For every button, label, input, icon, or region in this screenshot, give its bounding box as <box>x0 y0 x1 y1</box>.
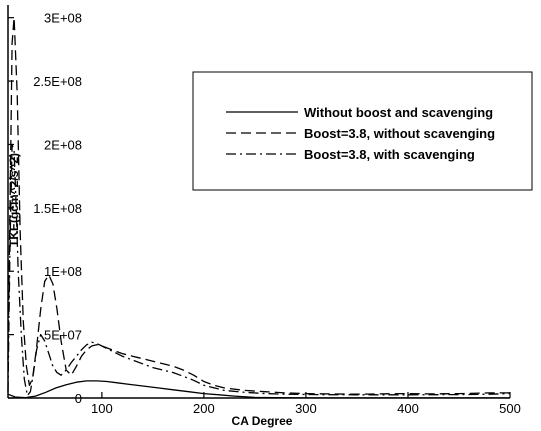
x-tick-label: 400 <box>397 401 419 416</box>
y-tick-label: 1E+08 <box>44 264 82 279</box>
y-axis-ticks: 0 5E+07 1E+08 1.5E+08 2E+08 2.5E+08 3E+08 <box>8 11 82 406</box>
x-tick-label: 100 <box>91 401 113 416</box>
legend-box <box>192 71 533 191</box>
x-tick-label: 200 <box>193 401 215 416</box>
series-line-3 <box>7 143 511 397</box>
x-tick-label: 500 <box>499 401 521 416</box>
x-axis-title: CA Degree <box>232 414 293 428</box>
legend-items: Without boost and scavenging Boost=3.8, w… <box>226 105 495 162</box>
legend-label-1: Without boost and scavenging <box>304 105 493 120</box>
y-tick-label: 0 <box>75 391 82 406</box>
x-tick-label: 300 <box>295 401 317 416</box>
y-tick-label: 5E+07 <box>44 328 82 343</box>
y-axis-title: TKE(gcm^2/s^2) <box>7 153 21 247</box>
legend-label-3: Boost=3.8, with scavenging <box>304 147 475 162</box>
series-line-1 <box>7 380 510 399</box>
y-tick-label: 1.5E+08 <box>33 201 82 216</box>
y-tick-label: 2E+08 <box>44 137 82 152</box>
y-tick-label: 3E+08 <box>44 11 82 26</box>
y-tick-label: 2.5E+08 <box>33 74 82 89</box>
legend: Without boost and scavenging Boost=3.8, w… <box>192 71 533 191</box>
legend-label-2: Boost=3.8, without scavenging <box>304 126 495 141</box>
x-axis-ticks: 100 200 300 400 500 <box>91 392 521 416</box>
